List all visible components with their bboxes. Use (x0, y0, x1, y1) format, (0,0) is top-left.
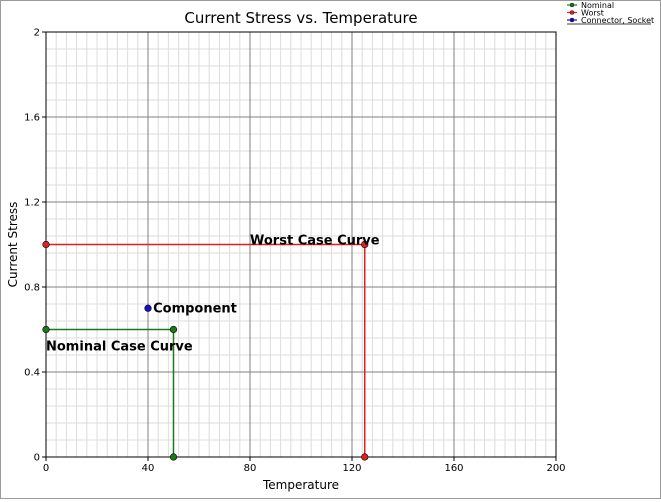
legend-entry: Connector, Socket (581, 16, 654, 25)
annotation-label: Worst Case Curve (250, 233, 380, 248)
y-axis-ticks: 0 0.4 0.8 1.2 1.6 2 (24, 28, 46, 464)
y-tick-label: 0.4 (24, 368, 40, 379)
x-tick-label: 200 (546, 463, 565, 474)
data-point-connector-socket (144, 304, 152, 312)
annotation-layer: Worst Case Curve Nominal Case Curve Compon… (46, 233, 380, 354)
data-point-nominal (42, 325, 50, 334)
x-tick-label: 160 (444, 463, 463, 474)
data-point-worst (361, 240, 369, 249)
x-tick-label: 40 (142, 463, 155, 474)
series-layer (42, 240, 369, 461)
x-tick-label: 80 (244, 463, 257, 474)
legend-swatch-marker (569, 17, 575, 23)
legend-entry: Nominal (581, 1, 614, 10)
x-tick-label: 0 (43, 463, 49, 474)
legend-entry: Worst (581, 9, 604, 18)
data-point-worst (42, 240, 50, 249)
y-tick-label: 1.6 (24, 113, 40, 124)
annotation-label: Component (153, 301, 237, 316)
x-axis-ticks: 0 40 80 120 160 200 (43, 457, 566, 474)
y-tick-label: 0.8 (24, 283, 40, 294)
legend-swatch-marker (569, 10, 575, 15)
chart-title: Current Stress vs. Temperature (184, 9, 417, 27)
y-tick-label: 0 (34, 453, 40, 464)
legend-swatch-marker (569, 2, 575, 8)
annotation-label: Nominal Case Curve (46, 340, 193, 355)
data-point-nominal (169, 453, 178, 461)
data-point-nominal (169, 325, 178, 334)
y-tick-label: 2 (34, 28, 40, 39)
x-axis-label: Temperature (262, 478, 339, 492)
y-axis-label: Current Stress (6, 202, 20, 288)
data-point-worst (361, 453, 369, 461)
x-tick-label: 120 (342, 463, 361, 474)
y-tick-label: 1.2 (24, 198, 40, 209)
